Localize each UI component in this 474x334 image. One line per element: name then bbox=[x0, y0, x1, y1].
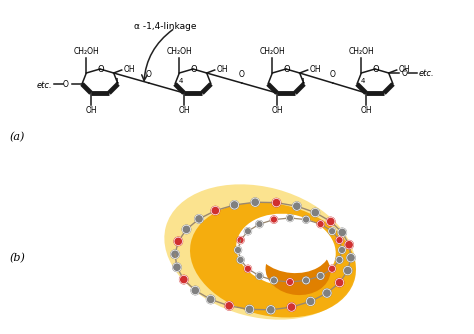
Circle shape bbox=[266, 306, 275, 314]
Circle shape bbox=[338, 228, 346, 237]
Circle shape bbox=[345, 240, 353, 249]
Circle shape bbox=[302, 216, 310, 223]
Circle shape bbox=[225, 302, 233, 310]
Circle shape bbox=[245, 265, 251, 272]
Text: OH: OH bbox=[310, 64, 321, 73]
Circle shape bbox=[271, 216, 277, 223]
Text: OH: OH bbox=[124, 64, 135, 73]
Circle shape bbox=[180, 275, 188, 284]
Circle shape bbox=[323, 289, 331, 297]
Circle shape bbox=[344, 267, 352, 275]
Ellipse shape bbox=[164, 184, 356, 320]
Circle shape bbox=[191, 286, 200, 295]
Circle shape bbox=[173, 263, 181, 272]
Circle shape bbox=[245, 228, 251, 235]
Text: O: O bbox=[330, 70, 336, 79]
Ellipse shape bbox=[265, 245, 330, 295]
Circle shape bbox=[237, 257, 244, 264]
Text: OH: OH bbox=[399, 64, 410, 73]
Text: OH: OH bbox=[178, 106, 190, 115]
Circle shape bbox=[182, 225, 191, 233]
Text: etc.: etc. bbox=[36, 80, 52, 90]
Circle shape bbox=[271, 277, 277, 284]
Circle shape bbox=[336, 236, 343, 243]
Text: OH: OH bbox=[85, 106, 97, 115]
Text: 1: 1 bbox=[301, 78, 305, 84]
Circle shape bbox=[235, 246, 241, 254]
Text: CH₂OH: CH₂OH bbox=[348, 47, 374, 56]
Text: O: O bbox=[146, 70, 152, 79]
Text: O: O bbox=[373, 64, 379, 73]
Text: 4: 4 bbox=[179, 78, 183, 84]
Circle shape bbox=[336, 257, 343, 264]
Text: CH₂OH: CH₂OH bbox=[259, 47, 285, 56]
Text: OH: OH bbox=[271, 106, 283, 115]
Text: 4: 4 bbox=[361, 78, 365, 84]
Circle shape bbox=[317, 221, 324, 227]
Text: CH₂OH: CH₂OH bbox=[73, 47, 99, 56]
Text: CH₂OH: CH₂OH bbox=[166, 47, 192, 56]
Circle shape bbox=[328, 228, 336, 235]
Circle shape bbox=[237, 236, 244, 243]
Text: O: O bbox=[283, 64, 290, 73]
Text: O: O bbox=[98, 64, 104, 73]
Circle shape bbox=[286, 214, 293, 221]
Circle shape bbox=[336, 279, 344, 287]
Text: etc.: etc. bbox=[419, 69, 434, 78]
Text: OH: OH bbox=[360, 106, 372, 115]
Text: O: O bbox=[239, 70, 245, 79]
Circle shape bbox=[246, 305, 254, 314]
Circle shape bbox=[302, 277, 310, 284]
Text: α -1,4-linkage: α -1,4-linkage bbox=[134, 22, 196, 31]
Circle shape bbox=[230, 201, 239, 209]
Circle shape bbox=[338, 246, 346, 254]
Circle shape bbox=[292, 202, 301, 210]
Circle shape bbox=[256, 273, 263, 279]
Ellipse shape bbox=[255, 221, 330, 273]
Circle shape bbox=[171, 250, 179, 259]
Ellipse shape bbox=[190, 202, 356, 318]
Ellipse shape bbox=[236, 214, 336, 286]
Circle shape bbox=[347, 254, 355, 262]
Text: (a): (a) bbox=[10, 132, 26, 142]
Circle shape bbox=[317, 273, 324, 279]
Circle shape bbox=[207, 295, 215, 304]
Circle shape bbox=[327, 217, 335, 226]
Circle shape bbox=[211, 206, 219, 215]
Text: OH: OH bbox=[217, 64, 228, 73]
Circle shape bbox=[256, 221, 263, 227]
Text: O: O bbox=[191, 64, 197, 73]
Circle shape bbox=[272, 198, 281, 207]
Circle shape bbox=[328, 265, 336, 272]
Circle shape bbox=[286, 279, 293, 286]
Circle shape bbox=[174, 237, 182, 245]
Text: O: O bbox=[63, 80, 69, 89]
Text: 1: 1 bbox=[115, 78, 119, 84]
Circle shape bbox=[306, 297, 315, 306]
Circle shape bbox=[251, 198, 259, 206]
Circle shape bbox=[195, 215, 203, 223]
Text: O: O bbox=[401, 69, 408, 78]
Circle shape bbox=[287, 303, 296, 311]
Text: (b): (b) bbox=[10, 253, 26, 263]
Circle shape bbox=[311, 208, 319, 217]
